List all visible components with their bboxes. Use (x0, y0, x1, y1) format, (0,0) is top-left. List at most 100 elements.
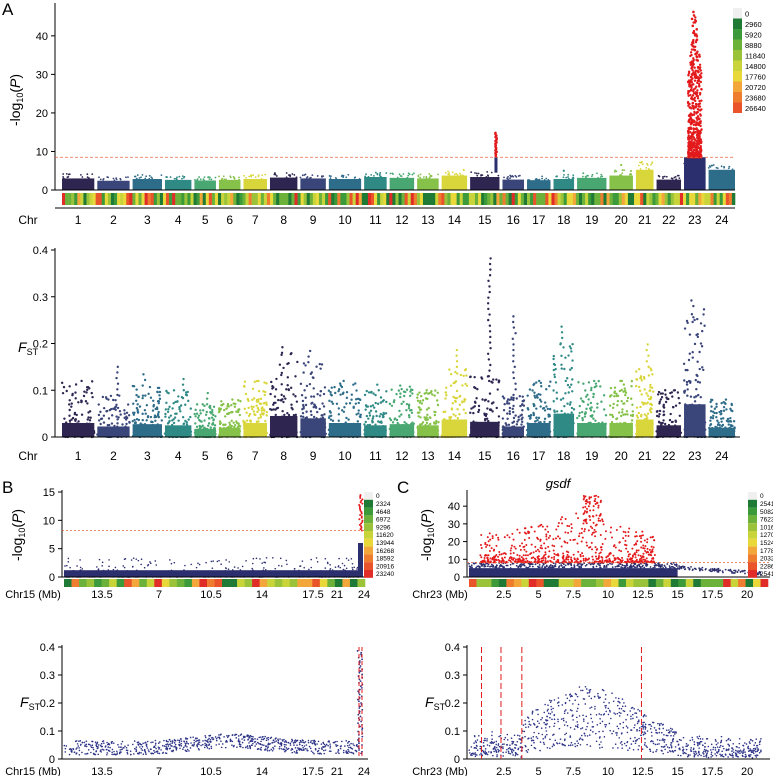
legend-swatch (364, 523, 373, 531)
density-cell (468, 193, 473, 205)
density-cell (92, 193, 96, 205)
fst-band (684, 404, 706, 437)
fst-point (77, 401, 80, 404)
gwas-point (671, 177, 674, 180)
gwas-points (63, 494, 364, 578)
fst-point (78, 749, 81, 752)
fst-point (347, 750, 350, 753)
gwas-point (665, 175, 668, 178)
fst-point (521, 416, 524, 419)
fst-point (552, 389, 555, 392)
fst-point (377, 420, 380, 423)
fst-point (218, 736, 221, 739)
density-cell (259, 579, 268, 587)
fst-point (265, 410, 268, 414)
fst-point (244, 736, 246, 738)
fst-point (178, 405, 181, 409)
gwas-band (364, 176, 387, 190)
gwas-point-signif (688, 89, 691, 93)
fst-point (294, 747, 297, 749)
gwas-point (184, 572, 187, 575)
gwas-point (238, 178, 241, 181)
fst-point (203, 746, 206, 749)
gwas-point (62, 177, 65, 180)
gwas-point (563, 173, 565, 176)
gwas-point (137, 559, 140, 562)
fst-point (701, 329, 704, 333)
gwas-point (402, 173, 405, 175)
gwas-point (462, 168, 465, 171)
fst-point (559, 398, 563, 401)
gwas-point-signif (698, 63, 702, 66)
fst-point (280, 383, 283, 386)
fst-point (110, 414, 114, 417)
fst-point (211, 411, 214, 414)
fst-point (312, 395, 316, 398)
fst-point (205, 397, 209, 400)
fst-point (416, 393, 419, 396)
x-tick-labels: Chr15 (Mb) 13.5 7 10.5 14 17.5 21 24 (5, 589, 370, 601)
fst-point (319, 394, 322, 397)
fst-point (560, 367, 563, 370)
fst-point (182, 389, 185, 392)
fst-point (596, 406, 599, 409)
fst-point (212, 405, 216, 408)
gwas-point (470, 171, 473, 174)
gwas-point (613, 170, 616, 173)
gwas-point-signif (694, 92, 697, 96)
gwas-point (62, 173, 65, 175)
fst-point (624, 393, 627, 397)
fst-point (189, 736, 192, 739)
fst-point (619, 379, 622, 383)
fst-point (570, 383, 573, 386)
fst-point (369, 405, 373, 408)
fst-point (231, 744, 233, 747)
fst-point (156, 399, 160, 403)
gwas-point (351, 562, 354, 565)
fst-point (398, 409, 401, 413)
fst-point (311, 376, 315, 379)
gwas-point-signif (689, 130, 692, 134)
fst-point (71, 392, 74, 396)
gwas-point (303, 566, 305, 569)
fst-point (381, 415, 385, 419)
fst-point (83, 741, 86, 744)
fst-point (418, 411, 421, 414)
fst-point (304, 403, 308, 407)
fst-point (171, 419, 174, 422)
fst-point (265, 739, 268, 742)
fst-point (399, 392, 402, 395)
chromosome-label: 10 (338, 213, 352, 227)
fst-point (688, 352, 692, 355)
fst-point (255, 404, 258, 407)
gwas-point (160, 572, 162, 575)
fst-point (539, 400, 543, 403)
fst-point (566, 402, 569, 405)
density-cell (285, 193, 289, 205)
fst-point (189, 415, 192, 419)
legend-label: 11840 (745, 51, 765, 60)
chromosome-label: 21 (638, 449, 652, 463)
fst-point (570, 411, 573, 414)
fst-point (589, 401, 593, 405)
fst-point (487, 296, 490, 299)
gwas-point-signif (693, 79, 697, 82)
fst-point (532, 402, 535, 406)
fst-point (676, 391, 680, 394)
fst-point (209, 741, 212, 743)
gwas-point (261, 174, 264, 177)
fst-point (477, 410, 480, 414)
gwas-point (641, 163, 644, 166)
chromosome-label: 8 (280, 213, 287, 227)
fst-point (407, 407, 411, 410)
fst-point (252, 397, 256, 400)
gwas-point (437, 173, 439, 176)
gwas-point (428, 176, 431, 179)
fst-point (507, 402, 511, 405)
gwas-band (97, 180, 130, 190)
gwas-band (684, 157, 706, 190)
fst-point (208, 405, 211, 409)
gwas-point (225, 178, 227, 181)
fst-point (408, 394, 412, 398)
gwas-point (125, 176, 127, 179)
